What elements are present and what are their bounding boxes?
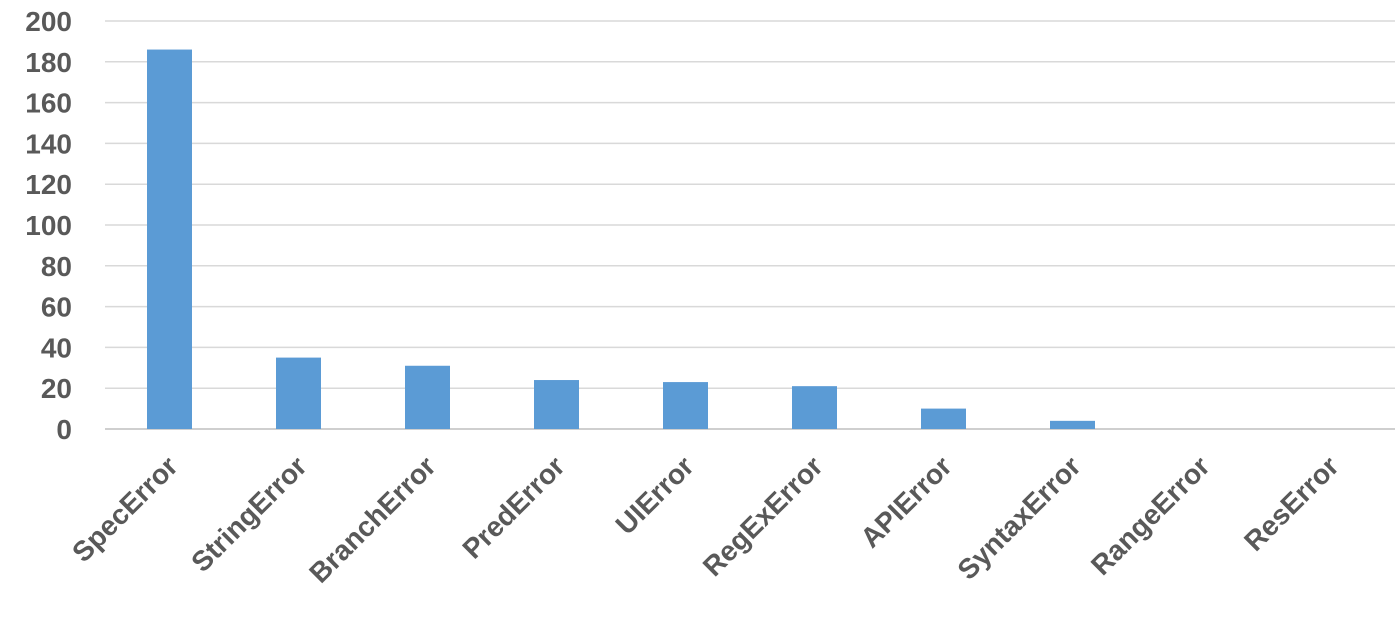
- x-tick-label: RegExError: [697, 450, 829, 582]
- bar-uierror: [663, 382, 708, 429]
- bar-specerror: [147, 49, 192, 430]
- y-tick-label: 40: [41, 332, 72, 363]
- bar-syntaxerror: [1050, 420, 1095, 429]
- y-tick-label: 60: [41, 292, 72, 323]
- y-tick-label: 180: [25, 47, 72, 78]
- bar-prederror: [534, 380, 579, 429]
- x-tick-label: ResError: [1238, 450, 1345, 557]
- bar-regexerror: [792, 386, 837, 429]
- bar-apierror: [921, 408, 966, 429]
- y-axis-tick-labels: 0 20 40 60 80 100 120 140 160 180 200: [25, 6, 72, 445]
- y-tick-label: 100: [25, 210, 72, 241]
- x-tick-label: APIError: [854, 450, 957, 553]
- x-tick-label: RangeError: [1085, 450, 1216, 581]
- y-tick-label: 20: [41, 373, 72, 404]
- x-tick-label: SyntaxError: [951, 450, 1086, 585]
- y-tick-label: 140: [25, 128, 72, 159]
- bar-brancherror: [405, 365, 450, 429]
- y-tick-label: 160: [25, 88, 72, 119]
- y-tick-label: 0: [56, 414, 72, 445]
- x-tick-label: BranchError: [303, 450, 442, 589]
- y-tick-label: 200: [25, 6, 72, 37]
- y-tick-label: 120: [25, 169, 72, 200]
- x-tick-label: UIError: [610, 450, 700, 540]
- x-tick-label: SpecError: [66, 450, 184, 568]
- bar-stringerror: [276, 357, 321, 429]
- y-tick-label: 80: [41, 251, 72, 282]
- bars: [147, 49, 1095, 430]
- x-tick-label: StringError: [185, 450, 313, 578]
- x-tick-label: PredError: [456, 450, 570, 564]
